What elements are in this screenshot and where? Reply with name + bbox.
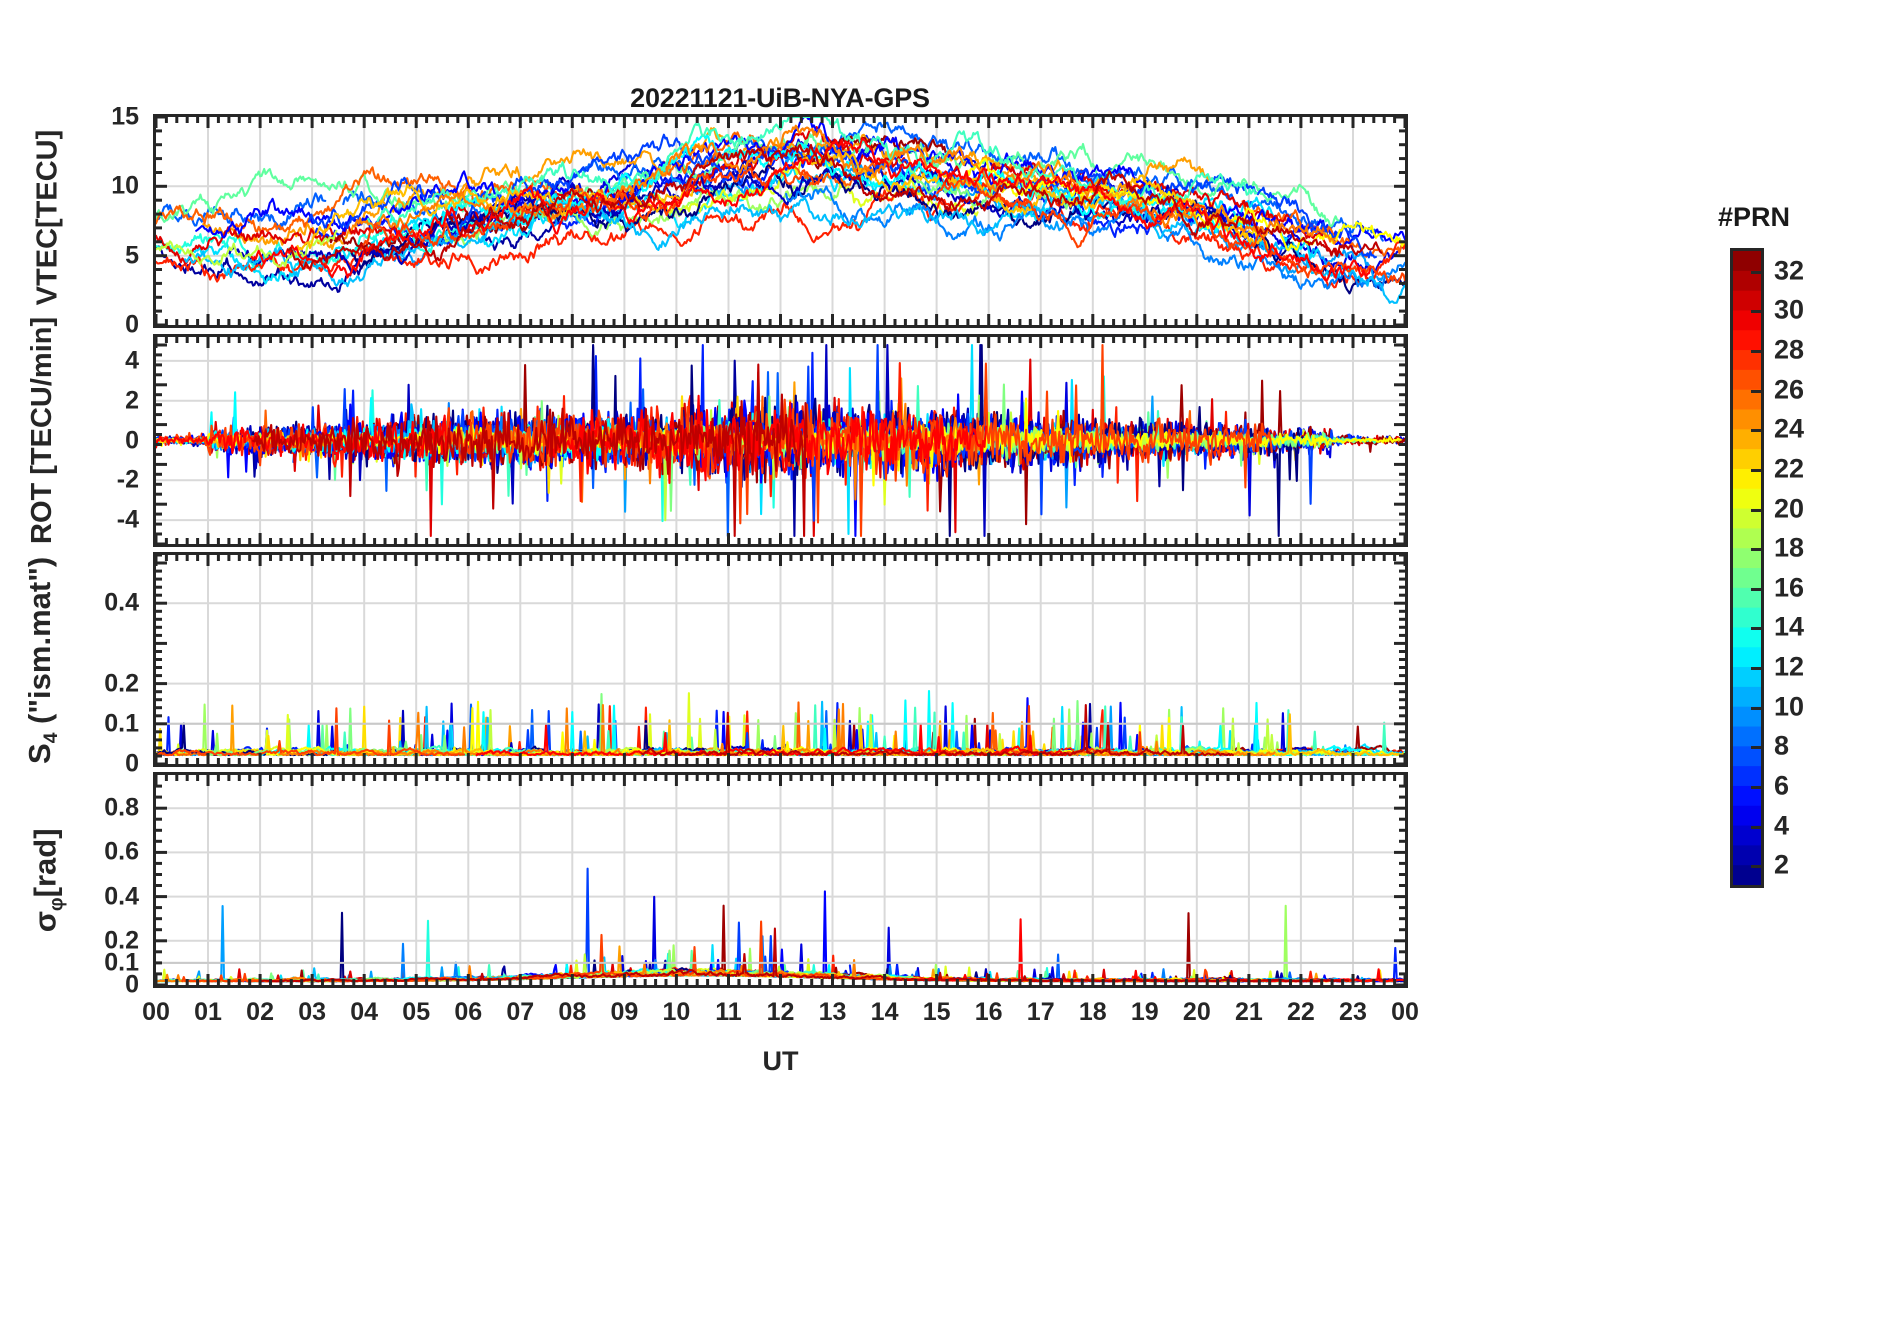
colorbar-tick-mark [1751,270,1762,274]
ytick-label: 10 [111,171,139,200]
figure-title: 20221121-UiB-NYA-GPS [630,83,930,113]
colorbar-tick-label: 14 [1774,611,1805,642]
ytick-label: 4 [125,346,139,375]
panel-sigma-phi [153,772,1408,988]
colorbar-tick-label: 18 [1774,532,1805,563]
ytick-label: 0.2 [104,926,139,955]
colorbar-tick-label: 32 [1774,255,1805,286]
colorbar-tick-mark [1751,627,1762,631]
colorbar-tick-mark [1751,350,1762,354]
ytick-label: 0.4 [104,882,139,911]
colorbar-tick-mark [1751,389,1762,393]
ytick-label: 0.1 [104,948,139,977]
xtick-label: 17 [1026,998,1055,1026]
xtick-label: 01 [194,998,222,1026]
colorbar-tick-label: 6 [1774,770,1790,801]
xtick-label: 12 [766,998,795,1026]
ytick-label: 0.2 [104,669,139,698]
ytick-label: 0 [125,426,139,454]
colorbar-tick-mark [1751,746,1762,750]
colorbar-tick-label: 12 [1774,651,1805,682]
ytick-label: -2 [116,465,139,494]
xtick-label: 23 [1339,998,1367,1026]
ytick-label: 15 [111,102,139,131]
xtick-label: 19 [1130,998,1159,1026]
colorbar-tick-label: 8 [1774,730,1790,761]
colorbar-tick-mark [1751,310,1762,314]
xtick-label: 11 [715,998,742,1026]
xtick-label: 06 [454,998,483,1026]
xtick-label: 08 [558,998,587,1026]
colorbar-tick-label: 2 [1774,849,1790,880]
panel-vtec [153,114,1408,328]
xtick-label: 21 [1234,998,1263,1026]
colorbar-tick-label: 28 [1774,334,1805,365]
colorbar-tick-label: 26 [1774,374,1805,405]
xtick-label: 15 [922,998,951,1026]
colorbar-tick-label: 22 [1774,453,1805,484]
ytick-label: 5 [125,241,139,270]
xtick-label: 10 [662,998,691,1026]
xtick-label: 05 [402,998,431,1026]
colorbar-tick-mark [1751,667,1762,671]
colorbar-tick-mark [1751,587,1762,591]
ytick-label: 2 [125,386,139,415]
colorbar-tick-label: 24 [1774,413,1805,444]
colorbar-tick-mark [1751,706,1762,710]
colorbar-tick-mark [1751,548,1762,552]
xtick-label: 04 [350,998,379,1026]
ytick-label: 0 [125,749,139,778]
xtick-label: 03 [298,998,327,1026]
colorbar-tick-mark [1751,825,1762,829]
ytick-label: 0.6 [104,837,139,866]
ytick-label: 0.8 [104,793,139,822]
ytick-label: 0 [125,310,139,339]
xtick-label: 02 [246,998,274,1026]
xtick-label: 07 [506,998,535,1026]
panel-s4 [153,552,1408,767]
ytick-label: 0.1 [104,709,139,738]
colorbar-tick-mark [1751,468,1762,472]
ytick-label: -4 [116,505,139,534]
colorbar-tick-mark [1751,785,1762,789]
ytick-label: 0 [125,970,139,999]
xtick-label: 09 [610,998,639,1026]
xtick-label: 22 [1287,998,1315,1026]
colorbar-tick-label: 4 [1774,810,1790,841]
ytick-label: 0.4 [104,588,139,617]
colorbar-tick-mark [1751,865,1762,869]
colorbar-prn [1730,248,1764,888]
colorbar-tick-label: 20 [1774,493,1805,524]
colorbar-tick-mark [1751,508,1762,512]
colorbar-tick-label: 30 [1774,294,1805,325]
xtick-label: 18 [1078,998,1107,1026]
xtick-label: 00 [1391,998,1419,1026]
colorbar-title: #PRN [1718,202,1791,232]
xtick-label: 14 [870,998,899,1026]
axis-label-vtec: VTEC[TECU] [31,129,64,306]
panel-rot [153,334,1408,547]
xtick-label: 20 [1182,998,1211,1026]
xtick-label: 16 [974,998,1003,1026]
colorbar-tick-mark [1751,429,1762,433]
colorbar-tick-label: 10 [1774,691,1805,722]
axis-label-ut: UT [762,1046,799,1076]
xtick-label: 13 [818,998,847,1026]
colorbar-tick-label: 16 [1774,572,1805,603]
xtick-label: 00 [142,998,170,1026]
